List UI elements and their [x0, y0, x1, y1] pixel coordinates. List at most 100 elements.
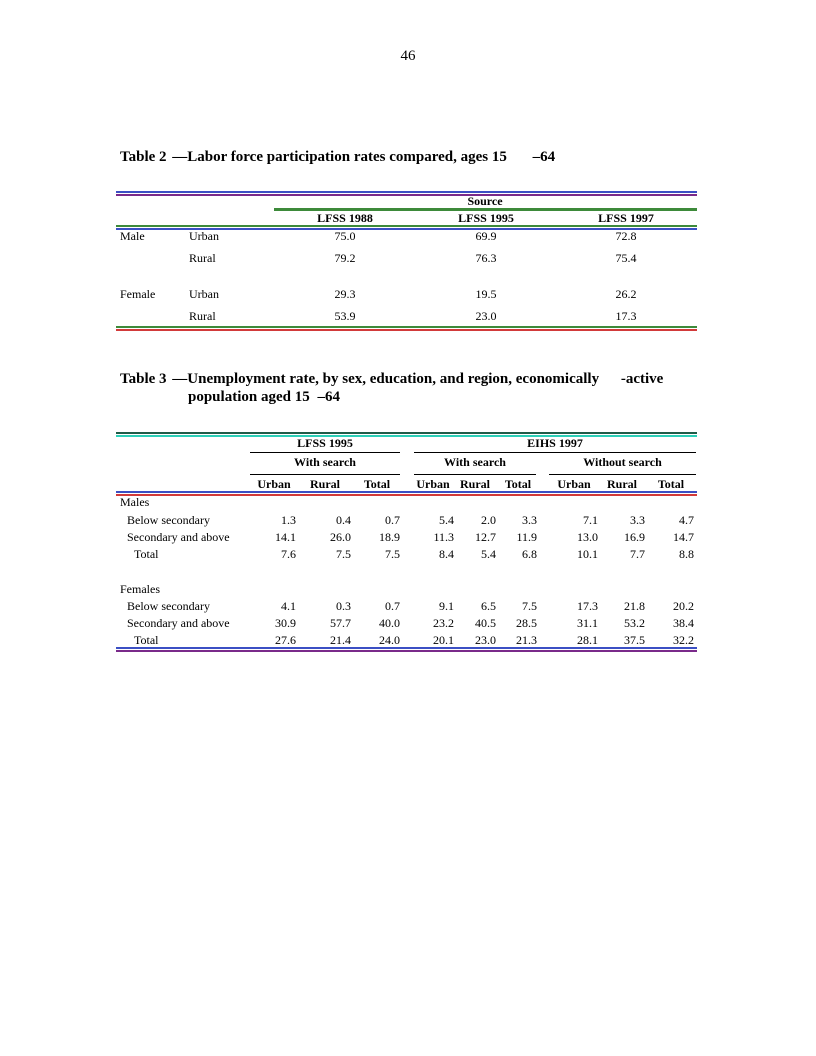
table3-value: 21.3 [516, 633, 537, 647]
table3-value: 7.1 [583, 513, 598, 527]
table3-value: 40.0 [379, 616, 400, 630]
table2-area-label: Urban [189, 229, 219, 243]
table3-value: 0.4 [336, 513, 351, 527]
table2-col-header: LFSS 1988 [317, 211, 373, 225]
table2-value: 75.0 [334, 229, 356, 243]
table3-col-label: Urban [416, 477, 450, 491]
table3-caption-text: Unemployment rate, by sex, education, an… [187, 371, 600, 387]
table3-subgroup-rule [250, 474, 400, 475]
table3-value: 13.0 [577, 530, 598, 544]
table3-value: 4.1 [281, 599, 296, 613]
table3-value: 21.8 [624, 599, 645, 613]
table3-value: 7.7 [630, 547, 645, 561]
table3-col-label: Rural [460, 477, 490, 491]
table2-area-label: Urban [189, 287, 219, 301]
table3-value: 12.7 [475, 530, 496, 544]
table3-value: 16.9 [624, 530, 645, 544]
table2-area-label: Rural [189, 251, 216, 265]
table2-caption-label: Table 2 [120, 149, 167, 165]
table2-source-rule [274, 208, 697, 211]
table3-caption-line2: population aged 15 [188, 389, 310, 405]
table3-row-label: Secondary and above [127, 530, 230, 544]
table3-value: 3.3 [522, 513, 537, 527]
table3-value: 27.6 [275, 633, 296, 647]
table2-value: 79.2 [334, 251, 356, 265]
table3-col-label: Rural [310, 477, 340, 491]
table3-value: 3.3 [630, 513, 645, 527]
table3-value: 26.0 [330, 530, 351, 544]
table2-value: 75.4 [615, 251, 637, 265]
table3-value: 8.4 [439, 547, 454, 561]
table3-value: 53.2 [624, 616, 645, 630]
table3-col-label: Total [363, 477, 391, 491]
table2-value: 76.3 [475, 251, 497, 265]
table2-caption-tail: –64 [532, 149, 556, 165]
table3-value: 7.5 [385, 547, 400, 561]
table2-value: 29.3 [334, 287, 356, 301]
table3-subgroup-header: Without search [583, 455, 662, 469]
table3-subgroup-rule [414, 474, 536, 475]
table2-col-header: LFSS 1997 [598, 211, 654, 225]
table3-group-header: EIHS 1997 [527, 436, 583, 450]
table3-value: 5.4 [439, 513, 454, 527]
table2-header-rule-blue [116, 228, 697, 230]
table3-value: 10.1 [577, 547, 598, 561]
table3-value: 7.5 [336, 547, 351, 561]
table3-col-label: Urban [257, 477, 291, 491]
table3-section-females: Females [120, 582, 160, 596]
table3-caption: Table 3 —Unemployment rate, by sex, educ… [120, 370, 720, 406]
table3-caption-dash: — [172, 371, 188, 387]
table2-value: 26.2 [615, 287, 637, 301]
table2-bottom-rule-green [116, 326, 697, 328]
table3-value: 0.3 [336, 599, 351, 613]
table3-row-label: Below secondary [127, 513, 210, 527]
table3-subgroup-rule [549, 474, 696, 475]
table2-value: 72.8 [615, 229, 637, 243]
table2-area-label: Rural [189, 309, 216, 323]
table3-value: 21.4 [330, 633, 351, 647]
table3-col-label: Urban [557, 477, 591, 491]
table3-value: 37.5 [624, 633, 645, 647]
table3-value: 14.7 [673, 530, 694, 544]
table3-top-rule-dark [116, 432, 697, 434]
table3-value: 11.3 [433, 530, 454, 544]
table3-value: 6.8 [522, 547, 537, 561]
table3-value: 4.7 [679, 513, 694, 527]
table3-value: 9.1 [439, 599, 454, 613]
table2-caption: Table 2 —Labor force participation rates… [120, 148, 555, 166]
table2-value: 53.9 [334, 309, 356, 323]
table3-top-rule-teal [116, 435, 697, 437]
table2-value: 17.3 [615, 309, 637, 323]
table2-caption-text: Labor force participation rates compared… [187, 149, 507, 165]
table2-value: 69.9 [475, 229, 497, 243]
table3-value: 30.9 [275, 616, 296, 630]
table2-sex-label: Male [120, 229, 145, 243]
table3-caption-label: Table 3 [120, 371, 167, 387]
table3-value: 7.5 [522, 599, 537, 613]
table3-col-label: Total [504, 477, 532, 491]
table3-value: 23.0 [475, 633, 496, 647]
page-number: 46 [400, 48, 416, 64]
table3-subgroup-header: With search [444, 455, 506, 469]
table2-header-rule-green [116, 225, 697, 227]
table3-value: 24.0 [379, 633, 400, 647]
table3-bottom-rule-purple [116, 650, 697, 652]
table3-row-label: Below secondary [127, 599, 210, 613]
table3-value: 14.1 [275, 530, 296, 544]
table3-value: 38.4 [673, 616, 694, 630]
table3-value: 23.2 [433, 616, 454, 630]
table3-value: 20.2 [673, 599, 694, 613]
table2-sex-label: Female [120, 287, 156, 301]
table3-header-rule-blue [116, 491, 697, 493]
table3-value: 57.7 [330, 616, 351, 630]
table3-row-label: Total [134, 547, 159, 561]
table2-bottom-rule-red [116, 329, 697, 331]
table3-header-rule-red [116, 494, 697, 496]
table3-section-males: Males [120, 495, 150, 509]
table3-value: 2.0 [481, 513, 496, 527]
table3-value: 5.4 [481, 547, 496, 561]
table2-caption-dash: — [172, 149, 188, 165]
table3-value: 40.5 [475, 616, 496, 630]
table3-bottom-rule-blue [116, 647, 697, 649]
table3-value: 11.9 [516, 530, 537, 544]
